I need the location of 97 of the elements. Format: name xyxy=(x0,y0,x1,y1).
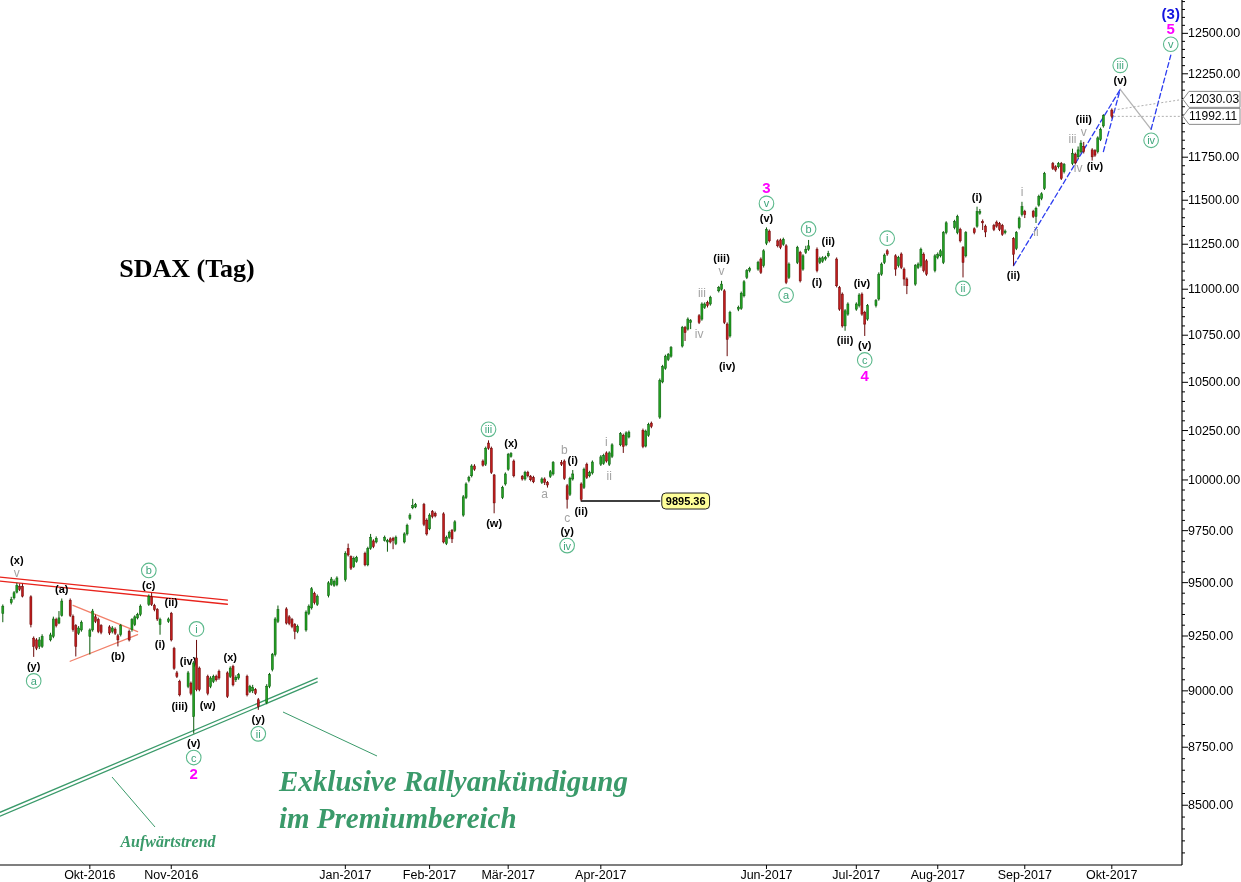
text: SDAX (Tag) xyxy=(119,253,255,283)
y-tick-label: 9250.00 xyxy=(1188,629,1234,644)
annotation: i xyxy=(195,622,198,635)
annotation: (i) xyxy=(971,191,983,204)
annotation: iv xyxy=(1147,134,1156,147)
annotation: (v) xyxy=(1113,73,1128,86)
annotation: ii xyxy=(606,468,612,483)
annotation: (ii) xyxy=(574,504,589,517)
annotation: (iii) xyxy=(713,252,731,265)
annotation: i xyxy=(885,232,889,245)
annotation: (x) xyxy=(10,554,24,567)
annotation: (v) xyxy=(759,211,774,224)
y-tick-label: 11500.00 xyxy=(1188,193,1240,208)
annotation: (i) xyxy=(567,454,579,467)
x-tick-label: Okt-2017 xyxy=(1086,867,1138,882)
annotation: b xyxy=(560,442,568,457)
annotation: (iii) xyxy=(1075,113,1093,126)
y-tick-label: 8500.00 xyxy=(1188,798,1234,813)
annotation: b xyxy=(145,564,152,577)
annotation: a xyxy=(541,487,549,502)
annotation: (ii) xyxy=(821,235,836,248)
annotation: v xyxy=(1080,125,1087,140)
annotation: (y) xyxy=(251,713,266,726)
y-tick-label: 10000.00 xyxy=(1188,472,1241,487)
annotation: ii xyxy=(255,727,261,740)
annotation: (b) xyxy=(110,649,126,662)
annotation: v xyxy=(718,264,725,279)
annotation: 4 xyxy=(860,366,870,384)
annotation: (i) xyxy=(811,275,823,288)
annotation: i xyxy=(605,434,608,449)
annotation: ii xyxy=(1033,225,1039,240)
annotation: (x) xyxy=(223,650,238,663)
y-tick-label: 12500.00 xyxy=(1188,26,1241,41)
annotation: 11992.11 xyxy=(1189,109,1238,124)
annotation: (x) xyxy=(504,436,519,449)
y-tick-label: 8750.00 xyxy=(1188,740,1234,755)
annotation: 2 xyxy=(189,764,198,782)
annotation: a xyxy=(30,674,38,687)
annotation: (v) xyxy=(858,339,872,352)
y-tick-label: 10500.00 xyxy=(1188,375,1241,390)
x-tick-label: Feb-2017 xyxy=(402,867,457,882)
y-tick-label: 10750.00 xyxy=(1188,328,1241,343)
annotation: ii xyxy=(960,282,966,295)
y-tick-label: 9750.00 xyxy=(1188,523,1234,538)
annotation: (w) xyxy=(199,698,217,711)
annotation: Aufwärtstrend xyxy=(119,832,217,851)
annotation: (ii) xyxy=(164,596,179,609)
annotation: (iii) xyxy=(171,699,189,712)
y-tick-label: 9000.00 xyxy=(1188,683,1234,698)
annotation: iv xyxy=(563,539,572,552)
annotation: b xyxy=(805,222,812,235)
annotation: iv xyxy=(694,326,704,341)
annotation: (iv) xyxy=(853,276,871,289)
annotation: iii xyxy=(1116,59,1124,72)
annotation: (i) xyxy=(154,638,166,651)
annotation: Exklusive Rallyankündigung im Premiumbereich xyxy=(278,765,628,834)
y-tick-label: 12250.00 xyxy=(1188,66,1241,81)
annotation: (v) xyxy=(187,737,201,750)
x-tick-label: Jul-2017 xyxy=(832,867,881,882)
annotation: c xyxy=(564,511,571,526)
y-tick-label: 11750.00 xyxy=(1188,150,1240,165)
x-tick-label: Okt-2016 xyxy=(64,867,116,882)
annotation: 3 xyxy=(762,179,771,197)
x-tick-label: Jan-2017 xyxy=(319,867,372,882)
annotation: 9895.36 xyxy=(665,495,706,508)
annotation: 5 xyxy=(1166,20,1175,38)
y-tick-label: 11000.00 xyxy=(1188,282,1240,297)
annotation: iii xyxy=(484,423,493,436)
x-tick-label: Mär-2017 xyxy=(481,867,535,882)
annotation: (3) xyxy=(1161,4,1180,22)
annotation: i xyxy=(1020,185,1024,200)
annotation: (y) xyxy=(560,525,575,538)
annotation: (iv) xyxy=(1086,160,1104,173)
annotation: (w) xyxy=(486,516,503,529)
x-tick-label: Jun-2017 xyxy=(740,867,793,882)
annotation: iv xyxy=(1073,161,1083,176)
x-tick-label: Apr-2017 xyxy=(575,867,627,882)
annotation: (y) xyxy=(26,660,41,673)
annotation: iii xyxy=(697,285,706,300)
annotation: 12030.03 xyxy=(1189,92,1240,107)
annotation: c xyxy=(861,353,868,366)
annotation: a xyxy=(783,289,791,302)
y-tick-label: 11250.00 xyxy=(1188,237,1240,252)
x-tick-label: Sep-2017 xyxy=(997,867,1052,882)
annotation: (iv) xyxy=(718,359,736,372)
annotation: v xyxy=(13,566,20,581)
annotation: (iii) xyxy=(836,334,854,347)
annotation: iii xyxy=(1068,132,1077,147)
annotation: v xyxy=(1168,38,1175,51)
annotation: (ii) xyxy=(1006,269,1021,282)
x-tick-label: Nov-2016 xyxy=(144,867,199,882)
y-tick-label: 10250.00 xyxy=(1188,423,1241,438)
annotation: (c) xyxy=(142,578,156,591)
annotation: v xyxy=(763,197,770,210)
annotation: c xyxy=(190,751,197,764)
y-tick-label: 9500.00 xyxy=(1188,575,1234,590)
x-tick-label: Aug-2017 xyxy=(910,867,965,882)
